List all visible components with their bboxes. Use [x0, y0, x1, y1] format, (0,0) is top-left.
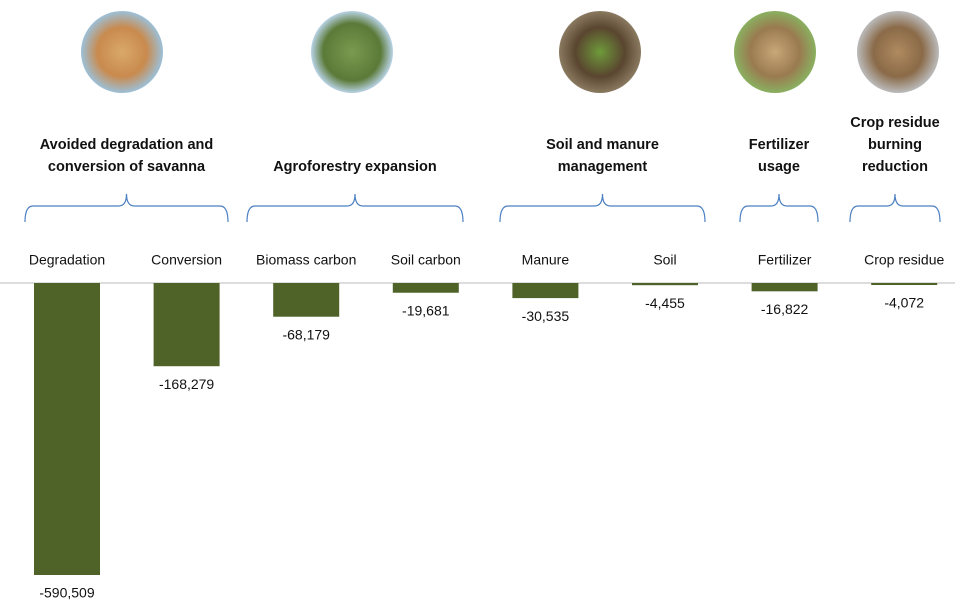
- brace: [849, 193, 941, 223]
- category-label: Crop residue: [864, 252, 944, 268]
- value-label: -590,509: [39, 585, 94, 601]
- bar: [871, 283, 938, 286]
- value-label: -68,179: [282, 326, 330, 342]
- icon: [81, 11, 163, 93]
- value-label: -30,535: [522, 308, 570, 324]
- group-title: Soil and manure management: [546, 137, 659, 175]
- icon: [857, 11, 939, 93]
- category-label: Soil carbon: [391, 252, 461, 268]
- value-label: -168,279: [159, 376, 214, 392]
- bar: [34, 283, 100, 575]
- category-label: Soil: [653, 252, 676, 268]
- category-label: Biomass carbon: [256, 252, 356, 268]
- value-label: -4,072: [884, 295, 924, 311]
- group-title: Crop residue burning reduction: [850, 115, 940, 175]
- group-title: Fertilizer usage: [748, 137, 810, 175]
- bar: [153, 283, 220, 367]
- brace: [739, 193, 819, 223]
- bar: [632, 283, 698, 286]
- icon: [559, 11, 641, 93]
- group-title: Agroforestry expansion: [273, 159, 437, 175]
- value-label: -16,822: [761, 301, 809, 317]
- category-label: Manure: [522, 252, 570, 268]
- bar: [751, 283, 818, 292]
- brace: [246, 193, 464, 223]
- icon: [311, 11, 393, 93]
- icon: [734, 11, 816, 93]
- bar: [273, 283, 340, 317]
- group-title: Avoided degradation and conversion of sa…: [39, 137, 214, 175]
- value-label: -4,455: [645, 295, 685, 311]
- value-label: -19,681: [402, 302, 450, 318]
- category-label: Degradation: [29, 252, 105, 268]
- category-label: Fertilizer: [758, 252, 812, 268]
- brace: [499, 193, 706, 223]
- category-label: Conversion: [151, 252, 222, 268]
- bar: [392, 283, 459, 293]
- bar: [512, 283, 579, 299]
- brace: [24, 193, 229, 223]
